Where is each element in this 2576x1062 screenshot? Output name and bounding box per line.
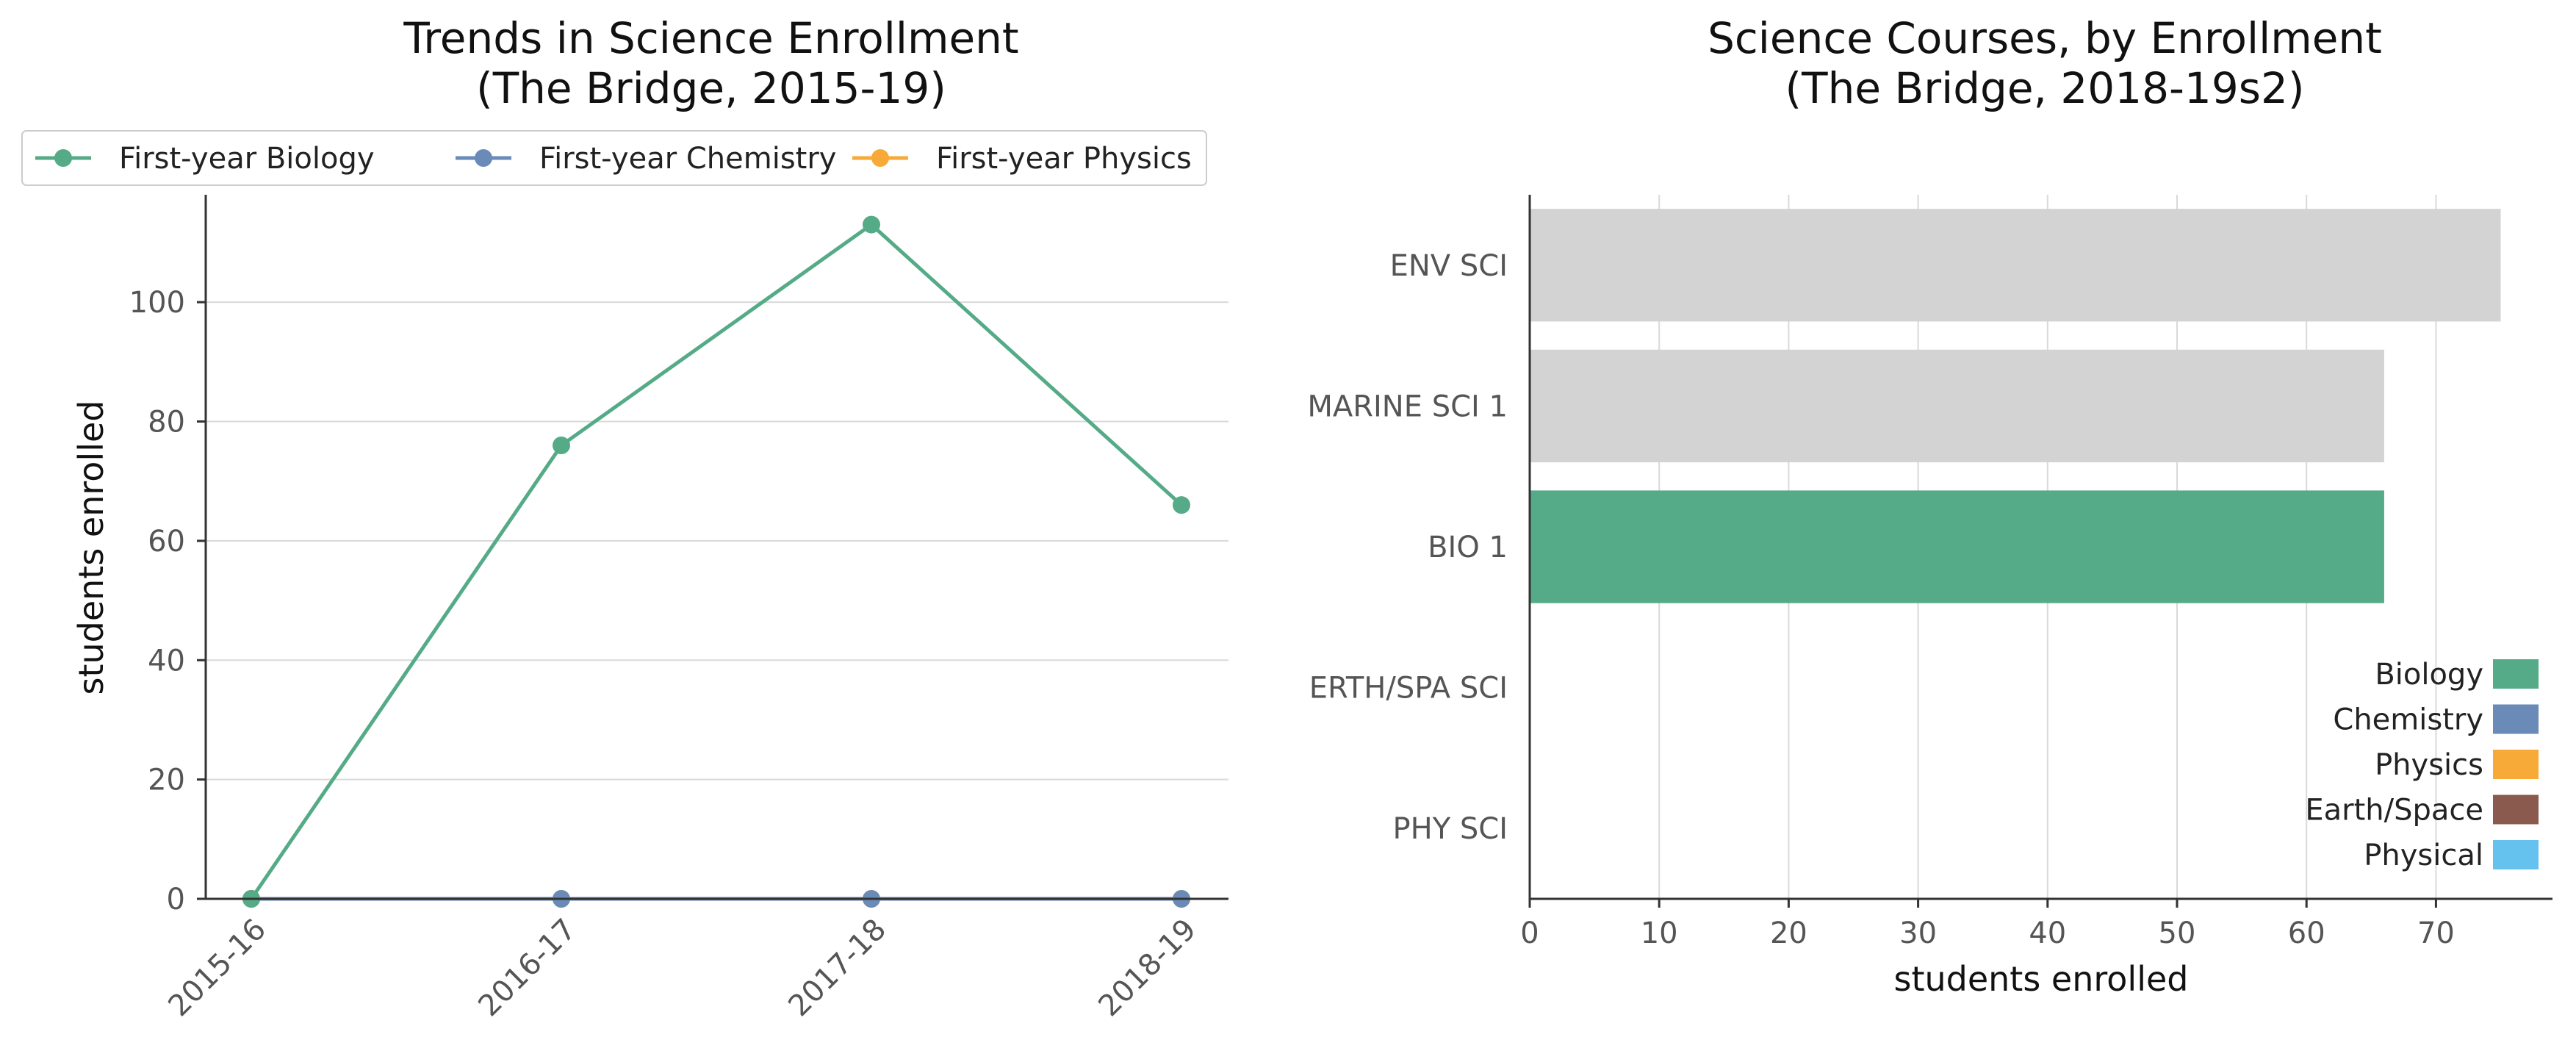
- legend-label-physics: Physics: [2375, 748, 2483, 782]
- bar-chart-subtitle: (The Bridge, 2018-19s2): [1785, 63, 2305, 113]
- bar-chart-x-tick-label: 30: [1899, 916, 1937, 950]
- bar-chart-x-tick-label: 60: [2288, 916, 2325, 950]
- bar-chart-legend: Biology Chemistry Physics Earth/Space Physic…: [2305, 658, 2539, 872]
- line-chart-x-tick-label: 2018-19: [1092, 913, 1203, 1024]
- category-label-bio-1: BIO 1: [1428, 531, 1508, 564]
- legend-marker-first-year-chemistry: [475, 149, 492, 167]
- bar-chart: Science Courses, by Enrollment (The Brid…: [1307, 13, 2552, 999]
- bar-chart-x-axis-label: students enrolled: [1894, 959, 2189, 999]
- line-chart: Trends in Science Enrollment (The Bridge…: [21, 13, 1228, 1023]
- legend-label-earth-space: Earth/Space: [2305, 794, 2483, 828]
- line-chart-y-tick-label: 100: [129, 286, 185, 320]
- legend-swatch-chemistry: [2493, 704, 2539, 734]
- line-chart-subtitle: (The Bridge, 2015-19): [476, 63, 946, 113]
- data-point-first-year-biology: [1173, 496, 1190, 514]
- line-chart-y-ticks: 0 20 40 60 80 100: [129, 286, 206, 916]
- line-chart-y-tick-label: 20: [148, 764, 185, 797]
- series-line-first-year-biology: [249, 222, 1183, 900]
- bar-chart-bars: [1530, 209, 2501, 603]
- legend-label-first-year-physics: First-year Physics: [936, 142, 1192, 176]
- data-point-first-year-biology: [863, 215, 880, 234]
- bar-chart-title: Science Courses, by Enrollment: [1708, 13, 2382, 63]
- bar-env-sci: [1530, 209, 2501, 322]
- line-chart-series: [242, 215, 1190, 908]
- legend-label-first-year-biology: First-year Biology: [119, 142, 375, 176]
- bar-bio-1: [1530, 490, 2384, 603]
- line-chart-x-tick-label: 2015-16: [162, 913, 273, 1024]
- line-chart-x-tick-label: 2016-17: [472, 913, 583, 1024]
- bar-chart-x-ticks: 0 10 20 30 40 50 60 70: [1520, 899, 2455, 950]
- legend-swatch-physics: [2493, 750, 2539, 779]
- bar-chart-x-tick-label: 70: [2417, 916, 2455, 950]
- bar-marine-sci-1: [1530, 349, 2384, 463]
- bar-chart-x-tick-label: 0: [1520, 916, 1539, 950]
- line-chart-title: Trends in Science Enrollment: [403, 13, 1018, 63]
- legend-label-biology: Biology: [2375, 658, 2483, 692]
- line-chart-y-axis-label: students enrolled: [71, 401, 111, 695]
- series-first-year-biology: [242, 215, 1190, 908]
- line-chart-x-tick-label: 2017-18: [782, 913, 893, 1024]
- line-chart-legend-frame: [21, 130, 1207, 186]
- category-label-marine-sci-1: MARINE SCI 1: [1307, 390, 1508, 423]
- legend-swatch-physical: [2493, 840, 2539, 869]
- bar-chart-x-tick-label: 40: [2029, 916, 2066, 950]
- category-label-env-sci: ENV SCI: [1390, 249, 1508, 283]
- legend-swatch-biology: [2493, 659, 2539, 689]
- data-point-first-year-biology: [553, 436, 570, 454]
- bar-chart-x-tick-label: 20: [1770, 916, 1807, 950]
- bar-chart-x-tick-label: 50: [2159, 916, 2196, 950]
- line-chart-y-tick-label: 40: [148, 644, 185, 678]
- legend-label-chemistry: Chemistry: [2333, 703, 2483, 737]
- line-chart-y-tick-label: 60: [148, 525, 185, 559]
- legend-marker-first-year-biology: [54, 149, 72, 167]
- legend-swatch-earth-space: [2493, 794, 2539, 825]
- bar-chart-category-labels: ENV SCI MARINE SCI 1 BIO 1 ERTH/SPA SCI PHY …: [1307, 249, 1508, 846]
- line-chart-gridlines: [206, 301, 1228, 781]
- line-chart-legend: First-year Biology First-year Chemistry Fi…: [21, 130, 1207, 186]
- line-chart-x-ticks: 2015-16 2016-17 2017-18 2018-19: [162, 899, 1203, 1023]
- line-chart-y-tick-label: 0: [167, 883, 185, 916]
- legend-label-physical: Physical: [2364, 839, 2483, 872]
- line-chart-y-tick-label: 80: [148, 406, 185, 439]
- category-label-erth-spa-sci: ERTH/SPA SCI: [1309, 672, 1508, 706]
- category-label-phy-sci: PHY SCI: [1393, 812, 1508, 846]
- legend-marker-first-year-physics: [871, 149, 889, 167]
- bar-chart-x-tick-label: 10: [1641, 916, 1678, 950]
- legend-label-first-year-chemistry: First-year Chemistry: [539, 142, 836, 176]
